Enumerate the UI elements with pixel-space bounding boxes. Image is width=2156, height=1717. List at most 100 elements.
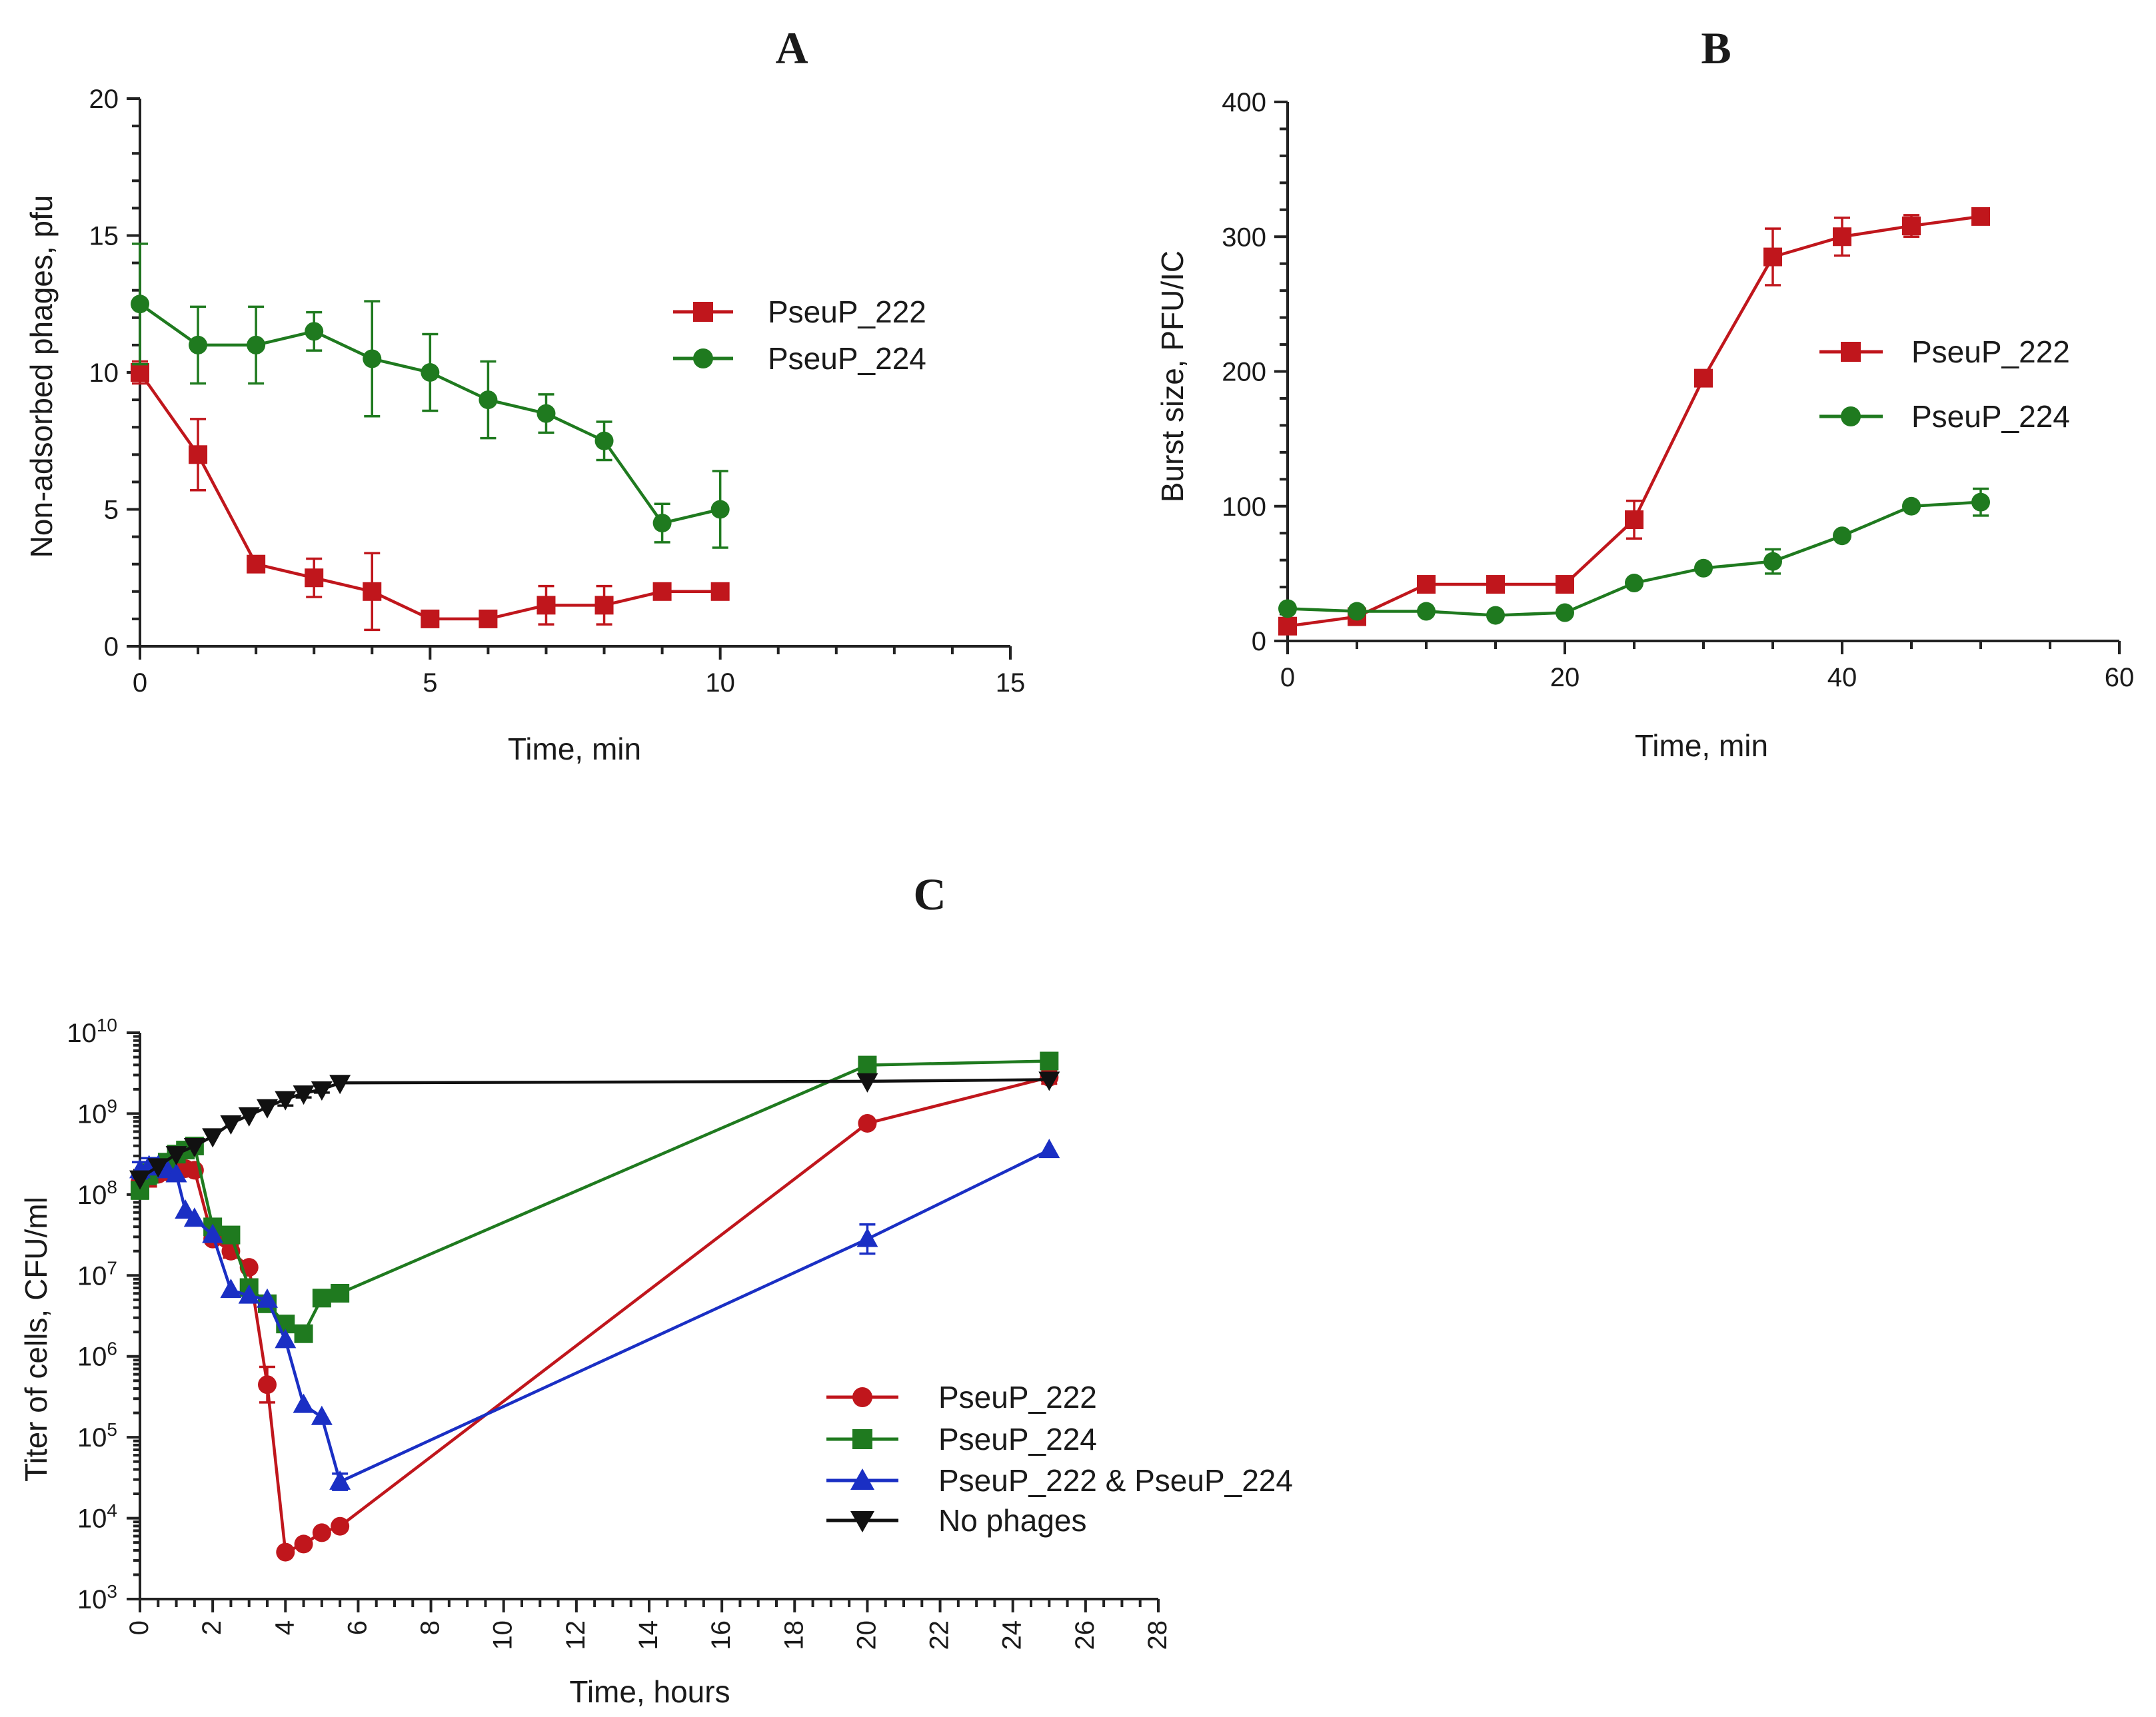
data-point [202,1128,224,1148]
data-point [479,609,498,628]
panel-b-legend: PseuP_222 PseuP_224 [1819,334,2070,434]
panel-c-x-tick-label: 18 [779,1620,808,1650]
data-point [1417,575,1436,594]
data-point [257,1099,278,1119]
panel-c-x-tick-label: 2 [197,1620,227,1635]
data-point [293,1085,315,1105]
panel-a-x-tick-label: 0 [133,668,147,698]
panel-c-x-tick-label: 14 [634,1620,663,1650]
panel-b-axes: 0 20 40 60 0 100 200 300 400 [1222,88,2134,692]
panel-a-y-tick-label: 0 [104,632,119,662]
panel-b-legend-entry-pseup-222: PseuP_222 [1819,334,2070,369]
panel-c-y-tick-label: 1010 [67,1015,117,1048]
data-point [1038,1139,1060,1159]
panel-a-y-axis-label: Non-adsorbed phages, pfu [24,195,59,558]
panel-b-x-tick-label: 40 [1827,663,1857,692]
panel-c-series-pseup-222 [131,1067,1059,1562]
data-point [175,1199,197,1219]
panel-b-x-tick-label: 0 [1280,663,1295,692]
data-point [331,1284,350,1303]
panel-a-y-tick-label: 10 [89,358,119,388]
data-point [305,568,324,588]
panel-b-y-tick-label: 200 [1222,358,1266,387]
panel-c-x-tick-label: 4 [270,1620,299,1635]
data-point [131,294,149,314]
data-point [856,1227,878,1247]
panel-b-x-tick-label: 60 [2105,663,2135,692]
data-point [421,609,440,628]
data-point [247,554,266,574]
data-point [1556,575,1574,594]
data-point [710,582,730,601]
data-point [305,322,324,341]
legend-marker-circle-icon [1841,406,1861,426]
data-point [131,363,149,382]
legend-label: PseuP_222 [938,1380,1097,1415]
panel-b-y-tick-label: 0 [1252,627,1266,656]
panel-b-y-tick-label: 300 [1222,223,1266,252]
data-point [1556,603,1574,622]
panel-b-legend-entry-pseup-224: PseuP_224 [1819,399,2070,434]
panel-c-x-tick-label: 26 [1070,1620,1100,1650]
data-point [1902,217,1921,236]
data-point [202,1223,224,1243]
panel-c-y-tick-label: 107 [77,1257,117,1291]
legend-marker-circle-icon [852,1387,872,1407]
series-line [139,1078,1050,1180]
data-point [421,363,440,382]
legend-label: PseuP_224 [938,1422,1097,1456]
legend-marker-triangle-up-icon [850,1468,874,1490]
data-point [312,1289,331,1308]
data-point [276,1542,295,1562]
panel-c-x-tick-label: 28 [1143,1620,1172,1650]
legend-label: PseuP_224 [768,341,926,376]
panel-a-y-tick-label: 20 [89,85,119,114]
data-point [165,1163,187,1183]
legend-label: No phages [938,1503,1087,1538]
data-point [1625,574,1643,593]
data-point [329,1075,351,1095]
panel-b-letter: B [1701,23,1731,73]
panel-c-legend: PseuP_222 PseuP_224 PseuP_222 & PseuP_22… [826,1380,1293,1538]
data-point [294,1534,313,1554]
data-point [1278,599,1297,618]
data-point [257,1288,278,1308]
panel-a-x-tick-label: 15 [996,668,1026,698]
data-point [258,1375,277,1395]
data-point [331,1516,350,1536]
data-point [1486,606,1505,625]
panel-c-x-tick-label: 24 [998,1620,1027,1650]
data-point [537,404,556,423]
legend-label: PseuP_222 [1911,334,2070,369]
data-point [183,1207,205,1227]
panel-c-y-tick-label: 108 [77,1177,117,1210]
data-point [1694,558,1713,578]
panel-c: C 0 2 4 6 8 10 12 14 16 18 20 22 24 26 281031041051061… [19,869,1293,1709]
data-point [1486,575,1505,594]
panel-c-legend-entry-combo: PseuP_222 & PseuP_224 [826,1463,1293,1498]
legend-marker-square-icon [852,1429,872,1449]
data-point [858,1114,877,1133]
panel-a-legend: PseuP_222 PseuP_224 [673,294,926,376]
panel-a-legend-entry-pseup-224: PseuP_224 [673,341,926,376]
panel-c-letter: C [913,869,946,919]
data-point [652,582,672,601]
data-point [329,1470,351,1490]
panel-b-x-tick-label: 20 [1550,663,1580,692]
data-point [247,335,266,354]
panel-b-series-pseup-222 [1278,207,1990,636]
panel-c-x-tick-label: 0 [125,1620,154,1635]
legend-label: PseuP_224 [1911,399,2070,434]
panel-c-y-tick-label: 103 [77,1581,117,1614]
panel-c-y-axis-label: Titer of cells, CFU/ml [19,1197,53,1482]
data-point [293,1393,315,1413]
panel-a-legend-entry-pseup-222: PseuP_222 [673,294,926,329]
panel-c-legend-entry-pseup-224: PseuP_224 [826,1422,1097,1456]
panel-c-series-no-phages [129,1071,1060,1190]
panel-a-y-tick-label: 5 [104,496,119,525]
data-point [294,1324,313,1343]
panel-c-x-tick-label: 22 [925,1620,954,1650]
panel-b-y-tick-label: 100 [1222,492,1266,522]
data-point [129,1170,151,1190]
